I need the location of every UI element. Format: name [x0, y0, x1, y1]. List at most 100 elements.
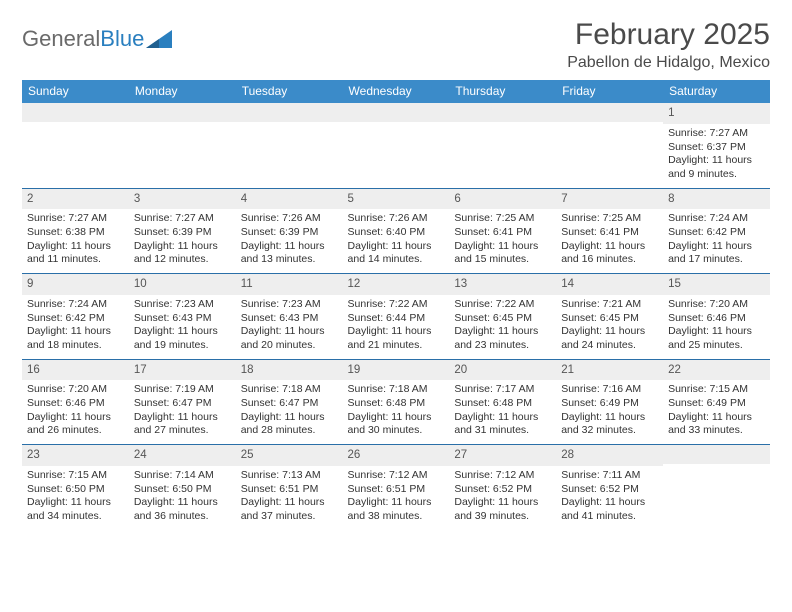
day-number: 10	[129, 274, 236, 295]
location-label: Pabellon de Hidalgo, Mexico	[567, 54, 770, 72]
day-detail: Sunrise: 7:25 AMSunset: 6:41 PMDaylight:…	[560, 212, 659, 267]
day-number: 4	[236, 189, 343, 210]
day-number: 24	[129, 445, 236, 466]
calendar-cell: 22Sunrise: 7:15 AMSunset: 6:49 PMDayligh…	[663, 359, 770, 445]
calendar-cell: 27 Sunrise: 7:12 AMSunset: 6:52 PMDayligh…	[449, 445, 556, 530]
day-number	[449, 103, 556, 122]
calendar-cell: 28Sunrise: 7:11 AMSunset: 6:52 PMDayligh…	[556, 445, 663, 530]
calendar-week: 1 Sunrise: 7:27 AMSunset: 6:37 PMDaylight…	[22, 103, 770, 189]
calendar-cell: 7Sunrise: 7:25 AMSunset: 6:41 PMDaylight…	[556, 188, 663, 274]
day-number: 25	[236, 445, 343, 466]
calendar-cell: 6Sunrise: 7:25 AMSunset: 6:41 PMDaylight…	[449, 188, 556, 274]
day-detail: Sunrise: 7:20 AMSunset: 6:46 PMDaylight:…	[667, 298, 766, 353]
calendar-week: 16Sunrise: 7:20 AMSunset: 6:46 PMDayligh…	[22, 359, 770, 445]
day-number: 15	[663, 274, 770, 295]
calendar-cell	[129, 103, 236, 189]
day-detail: Sunrise: 7:22 AMSunset: 6:45 PMDaylight:…	[453, 298, 552, 353]
day-detail: Sunrise: 7:27 AMSunset: 6:39 PMDaylight:…	[133, 212, 232, 267]
calendar-cell: 5Sunrise: 7:26 AMSunset: 6:40 PMDaylight…	[343, 188, 450, 274]
calendar-cell: 25 Sunrise: 7:13 AMSunset: 6:51 PMDayligh…	[236, 445, 343, 530]
day-number: 21	[556, 360, 663, 381]
calendar-cell: 14 Sunrise: 7:21 AMSunset: 6:45 PMDayligh…	[556, 274, 663, 360]
day-number: 14	[556, 274, 663, 295]
day-detail: Sunrise: 7:15 AMSunset: 6:50 PMDaylight:…	[26, 469, 125, 524]
calendar-cell: 12 Sunrise: 7:22 AMSunset: 6:44 PMDayligh…	[343, 274, 450, 360]
calendar-cell: 19Sunrise: 7:18 AMSunset: 6:48 PMDayligh…	[343, 359, 450, 445]
day-detail: Sunrise: 7:14 AMSunset: 6:50 PMDaylight:…	[133, 469, 232, 524]
calendar-cell	[343, 103, 450, 189]
calendar-cell	[236, 103, 343, 189]
day-detail: Sunrise: 7:22 AMSunset: 6:44 PMDaylight:…	[347, 298, 446, 353]
calendar-cell: 9 Sunrise: 7:24 AMSunset: 6:42 PMDaylight…	[22, 274, 129, 360]
day-number: 2	[22, 189, 129, 210]
day-detail: Sunrise: 7:18 AMSunset: 6:48 PMDaylight:…	[347, 383, 446, 438]
calendar-week: 23 Sunrise: 7:15 AMSunset: 6:50 PMDayligh…	[22, 445, 770, 530]
brand-name-a: General	[22, 26, 100, 52]
day-detail: Sunrise: 7:25 AMSunset: 6:41 PMDaylight:…	[453, 212, 552, 267]
day-number: 20	[449, 360, 556, 381]
day-detail: Sunrise: 7:24 AMSunset: 6:42 PMDaylight:…	[26, 298, 125, 353]
calendar-week: 2Sunrise: 7:27 AMSunset: 6:38 PMDaylight…	[22, 188, 770, 274]
day-number: 13	[449, 274, 556, 295]
day-number: 27	[449, 445, 556, 466]
day-detail: Sunrise: 7:23 AMSunset: 6:43 PMDaylight:…	[133, 298, 232, 353]
calendar-cell: 11Sunrise: 7:23 AMSunset: 6:43 PMDayligh…	[236, 274, 343, 360]
day-number: 19	[343, 360, 450, 381]
calendar-cell: 2Sunrise: 7:27 AMSunset: 6:38 PMDaylight…	[22, 188, 129, 274]
day-header: Tuesday	[236, 80, 343, 103]
calendar-cell: 3Sunrise: 7:27 AMSunset: 6:39 PMDaylight…	[129, 188, 236, 274]
day-detail: Sunrise: 7:15 AMSunset: 6:49 PMDaylight:…	[667, 383, 766, 438]
calendar-cell	[663, 445, 770, 530]
calendar-cell: 26 Sunrise: 7:12 AMSunset: 6:51 PMDayligh…	[343, 445, 450, 530]
day-number: 7	[556, 189, 663, 210]
day-detail: Sunrise: 7:27 AMSunset: 6:37 PMDaylight:…	[667, 127, 766, 182]
calendar-cell	[556, 103, 663, 189]
calendar-cell: 13 Sunrise: 7:22 AMSunset: 6:45 PMDayligh…	[449, 274, 556, 360]
day-detail: Sunrise: 7:17 AMSunset: 6:48 PMDaylight:…	[453, 383, 552, 438]
calendar-cell: 8Sunrise: 7:24 AMSunset: 6:42 PMDaylight…	[663, 188, 770, 274]
calendar-cell: 16Sunrise: 7:20 AMSunset: 6:46 PMDayligh…	[22, 359, 129, 445]
calendar-cell: 23 Sunrise: 7:15 AMSunset: 6:50 PMDayligh…	[22, 445, 129, 530]
calendar-week: 9 Sunrise: 7:24 AMSunset: 6:42 PMDaylight…	[22, 274, 770, 360]
day-detail: Sunrise: 7:26 AMSunset: 6:40 PMDaylight:…	[347, 212, 446, 267]
day-detail: Sunrise: 7:13 AMSunset: 6:51 PMDaylight:…	[240, 469, 339, 524]
calendar-cell: 18Sunrise: 7:18 AMSunset: 6:47 PMDayligh…	[236, 359, 343, 445]
day-header: Thursday	[449, 80, 556, 103]
day-detail: Sunrise: 7:16 AMSunset: 6:49 PMDaylight:…	[560, 383, 659, 438]
day-number	[236, 103, 343, 122]
day-number: 17	[129, 360, 236, 381]
day-detail: Sunrise: 7:26 AMSunset: 6:39 PMDaylight:…	[240, 212, 339, 267]
calendar-cell	[22, 103, 129, 189]
day-detail: Sunrise: 7:21 AMSunset: 6:45 PMDaylight:…	[560, 298, 659, 353]
day-number: 9	[22, 274, 129, 295]
day-number: 23	[22, 445, 129, 466]
day-number: 3	[129, 189, 236, 210]
day-number	[343, 103, 450, 122]
day-header: Wednesday	[343, 80, 450, 103]
calendar-cell: 17Sunrise: 7:19 AMSunset: 6:47 PMDayligh…	[129, 359, 236, 445]
day-detail: Sunrise: 7:12 AMSunset: 6:52 PMDaylight:…	[453, 469, 552, 524]
calendar-header-row: SundayMondayTuesdayWednesdayThursdayFrid…	[22, 80, 770, 103]
day-number: 1	[663, 103, 770, 124]
day-number	[22, 103, 129, 122]
day-number: 26	[343, 445, 450, 466]
calendar-cell: 20Sunrise: 7:17 AMSunset: 6:48 PMDayligh…	[449, 359, 556, 445]
day-number	[556, 103, 663, 122]
brand-logo: GeneralBlue	[22, 18, 172, 52]
day-detail: Sunrise: 7:18 AMSunset: 6:47 PMDaylight:…	[240, 383, 339, 438]
day-header: Saturday	[663, 80, 770, 103]
day-number: 8	[663, 189, 770, 210]
day-number: 12	[343, 274, 450, 295]
calendar-cell: 15 Sunrise: 7:20 AMSunset: 6:46 PMDayligh…	[663, 274, 770, 360]
day-number	[129, 103, 236, 122]
day-detail: Sunrise: 7:11 AMSunset: 6:52 PMDaylight:…	[560, 469, 659, 524]
day-detail: Sunrise: 7:24 AMSunset: 6:42 PMDaylight:…	[667, 212, 766, 267]
calendar-cell: 4Sunrise: 7:26 AMSunset: 6:39 PMDaylight…	[236, 188, 343, 274]
day-number: 6	[449, 189, 556, 210]
calendar-cell: 1 Sunrise: 7:27 AMSunset: 6:37 PMDaylight…	[663, 103, 770, 189]
day-header: Friday	[556, 80, 663, 103]
day-detail: Sunrise: 7:12 AMSunset: 6:51 PMDaylight:…	[347, 469, 446, 524]
day-number: 22	[663, 360, 770, 381]
day-number: 16	[22, 360, 129, 381]
day-header: Monday	[129, 80, 236, 103]
